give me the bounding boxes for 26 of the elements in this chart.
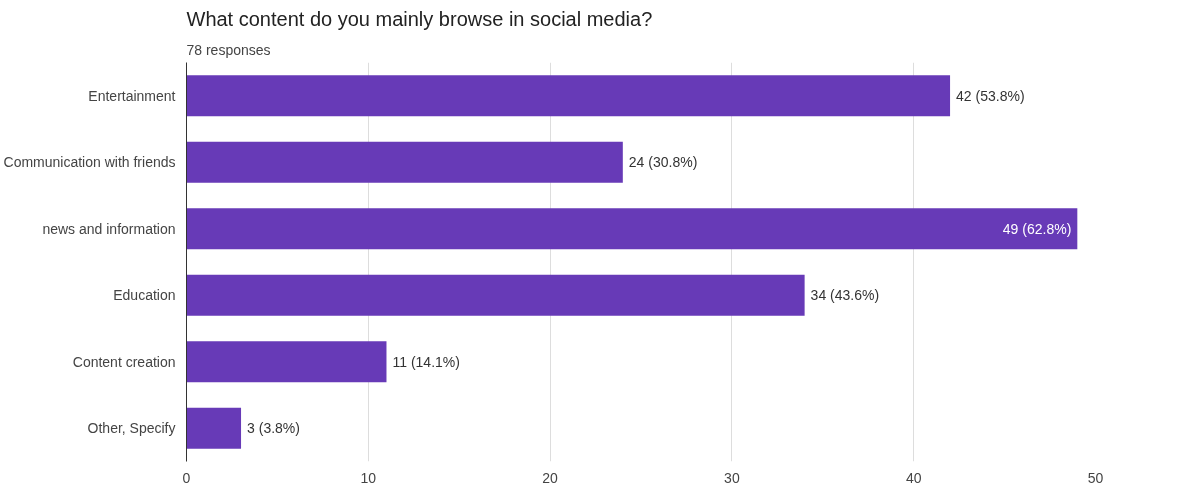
x-tick-label: 20 bbox=[542, 469, 559, 486]
y-tick-label: Communication with friends bbox=[3, 154, 176, 171]
bar bbox=[186, 75, 951, 117]
y-tick-label: Other, Specify bbox=[87, 420, 176, 437]
y-tick-label: Education bbox=[113, 287, 176, 304]
bar bbox=[186, 341, 387, 383]
data-label: 49 (62.8%) bbox=[1002, 220, 1072, 237]
chart-title: What content do you mainly browse in social media? bbox=[186, 7, 653, 30]
data-label: 34 (43.6%) bbox=[810, 287, 880, 304]
x-tick-label: 10 bbox=[360, 469, 377, 486]
data-label: 24 (30.8%) bbox=[628, 154, 698, 171]
bar bbox=[186, 274, 805, 316]
bar bbox=[186, 208, 1078, 250]
data-label: 42 (53.8%) bbox=[956, 87, 1025, 104]
y-tick-label: Entertainment bbox=[88, 87, 176, 104]
bar bbox=[186, 407, 242, 449]
x-tick-label: 40 bbox=[905, 469, 922, 486]
chart-subtitle: 78 responses bbox=[186, 41, 271, 58]
x-tick-label: 50 bbox=[1087, 469, 1104, 486]
y-tick-label: news and information bbox=[42, 220, 176, 237]
data-label: 3 (3.8%) bbox=[247, 420, 300, 437]
data-label: 11 (14.1%) bbox=[392, 353, 460, 370]
x-tick-label: 0 bbox=[182, 469, 191, 486]
x-tick-label: 30 bbox=[724, 469, 740, 486]
y-tick-label: Content creation bbox=[72, 353, 176, 370]
bar bbox=[186, 141, 623, 183]
